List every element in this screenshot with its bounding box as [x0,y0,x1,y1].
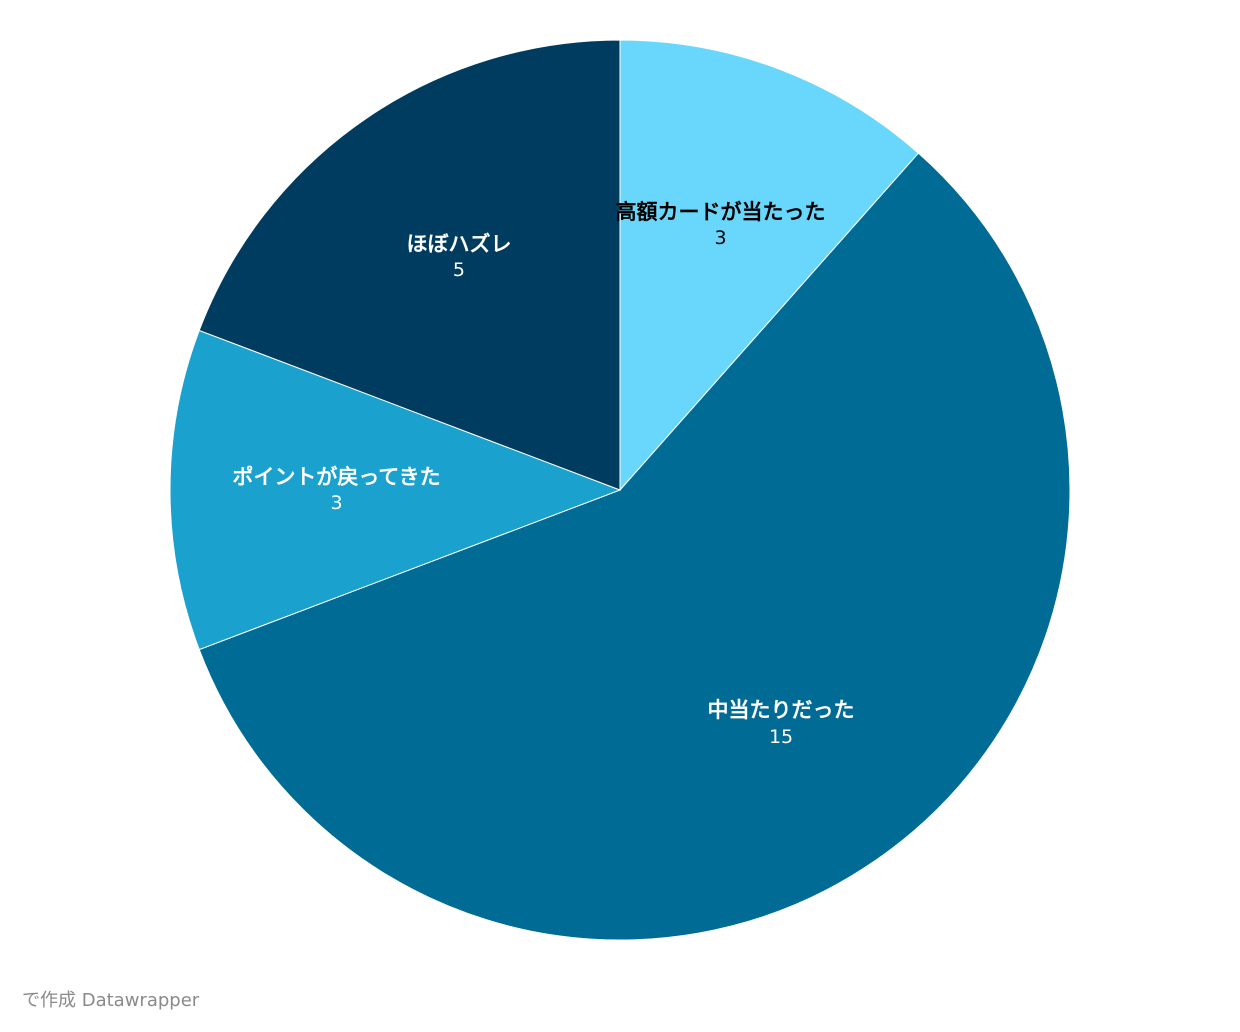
pie-slice [198,152,1071,941]
slice-value: 5 [452,259,465,282]
pie-slice [619,39,920,492]
pie-slice [169,329,622,651]
slice-name: 中当たりだった [707,698,855,723]
slice-name: ポイントが戻ってきた [232,465,441,490]
slice-label: 中当たりだった 15 [676,696,886,750]
slice-label: ほぼハズレ 5 [354,230,564,284]
slice-name: 高額カードが当たった [615,199,826,224]
credit: で作成 Datawrapper [22,990,200,1011]
slice-name: ほぼハズレ [406,231,512,256]
slice-value: 3 [714,227,727,250]
pie-slice [198,39,621,491]
slice-value: 3 [330,492,343,515]
slice-value: 15 [768,725,794,748]
slice-label: 高額カードが当たった 3 [616,198,826,252]
slice-label: ポイントが戻ってきた 3 [232,463,442,517]
